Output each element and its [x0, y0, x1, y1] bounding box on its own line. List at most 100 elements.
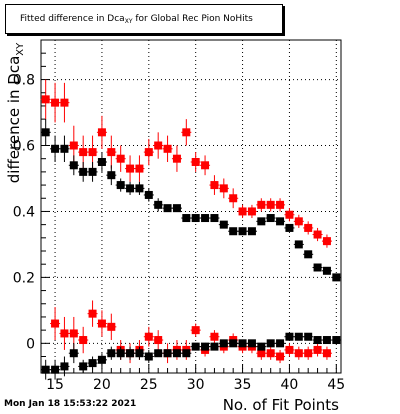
- data-point: [276, 200, 285, 209]
- data-point: [266, 214, 275, 223]
- data-point: [191, 157, 200, 166]
- data-point: [276, 352, 285, 361]
- data-point: [144, 332, 153, 341]
- data-point: [304, 332, 313, 341]
- data-point: [144, 352, 153, 361]
- y-tick-label: 0.2: [13, 270, 35, 286]
- data-point: [116, 349, 125, 358]
- data-point: [182, 349, 191, 358]
- data-point: [163, 144, 172, 153]
- axes: 15 20 25 30 35 40 45 0 0.2 0.4 0.6 0.8: [13, 39, 345, 393]
- data-point: [294, 332, 303, 341]
- data-point: [294, 349, 303, 358]
- data-point: [154, 349, 163, 358]
- x-tick-label: 25: [140, 377, 158, 393]
- data-point: [97, 128, 106, 137]
- data-point: [135, 349, 144, 358]
- chart-title-subscript: XY: [124, 18, 133, 25]
- data-point: [154, 200, 163, 209]
- data-point: [238, 227, 247, 236]
- data-point: [172, 349, 181, 358]
- data-point: [182, 214, 191, 223]
- data-point: [88, 309, 97, 318]
- data-point: [257, 342, 266, 351]
- data-point: [41, 365, 50, 374]
- data-point: [304, 349, 313, 358]
- svg-text:difference in DcaXY: difference in DcaXY: [5, 42, 26, 183]
- data-point: [144, 148, 153, 157]
- data-point: [332, 273, 341, 282]
- data-point: [266, 339, 275, 348]
- data-point: [41, 128, 50, 137]
- chart-title-prefix: Fitted difference in Dca: [20, 14, 125, 24]
- data-point: [210, 342, 219, 351]
- data-point: [97, 355, 106, 364]
- data-point: [107, 349, 116, 358]
- data-point: [322, 336, 331, 345]
- data-point: [257, 217, 266, 226]
- x-tick-label: 15: [46, 377, 64, 393]
- data-point: [172, 154, 181, 163]
- data-point: [79, 336, 88, 345]
- data-point: [313, 263, 322, 272]
- data-point: [97, 157, 106, 166]
- data-point: [79, 362, 88, 371]
- data-point: [107, 322, 116, 331]
- data-point: [51, 144, 60, 153]
- data-point: [201, 161, 210, 170]
- x-tick-label: 30: [187, 377, 205, 393]
- data-point: [322, 266, 331, 275]
- data-point: [60, 98, 69, 107]
- data-point: [116, 154, 125, 163]
- data-point: [126, 164, 135, 173]
- data-point: [238, 339, 247, 348]
- data-point: [257, 349, 266, 358]
- data-point: [294, 217, 303, 226]
- data-point: [322, 237, 331, 246]
- data-point: [219, 339, 228, 348]
- y-axis-label-main: difference in Dca: [5, 56, 23, 184]
- data-point: [276, 339, 285, 348]
- data-point: [154, 336, 163, 345]
- data-point: [182, 128, 191, 137]
- data-point: [135, 184, 144, 193]
- data-point: [266, 200, 275, 209]
- data-point: [107, 148, 116, 157]
- data-point: [219, 184, 228, 193]
- y-tick-label: 0: [26, 336, 35, 352]
- data-point: [191, 214, 200, 223]
- y-tick-label: 0.8: [13, 73, 35, 89]
- data-point: [60, 362, 69, 371]
- data-point: [322, 349, 331, 358]
- data-point: [285, 210, 294, 219]
- data-point: [107, 171, 116, 180]
- x-tick-label: 40: [281, 377, 299, 393]
- data-point: [229, 227, 238, 236]
- footer-timestamp: Mon Jan 18 15:53:22 2021: [4, 399, 137, 409]
- y-tick-label: 0.6: [13, 139, 35, 155]
- data-point: [51, 365, 60, 374]
- data-point: [313, 336, 322, 345]
- data-point: [79, 167, 88, 176]
- data-point: [51, 98, 60, 107]
- x-axis-label: No. of Fit Points: [223, 396, 339, 414]
- data-point: [126, 184, 135, 193]
- data-point: [69, 161, 78, 170]
- data-point: [51, 319, 60, 328]
- data-point: [219, 220, 228, 229]
- data-point: [238, 207, 247, 216]
- data-point: [135, 164, 144, 173]
- data-point: [313, 345, 322, 354]
- data-point: [247, 207, 256, 216]
- data-series: [40, 79, 342, 380]
- data-point: [154, 141, 163, 150]
- data-point: [332, 336, 341, 345]
- x-tick-label: 35: [234, 377, 252, 393]
- data-point: [97, 319, 106, 328]
- data-point: [88, 359, 97, 368]
- data-point: [257, 200, 266, 209]
- data-point: [88, 148, 97, 157]
- plot-frame: [40, 39, 342, 374]
- data-point: [201, 214, 210, 223]
- data-point: [69, 329, 78, 338]
